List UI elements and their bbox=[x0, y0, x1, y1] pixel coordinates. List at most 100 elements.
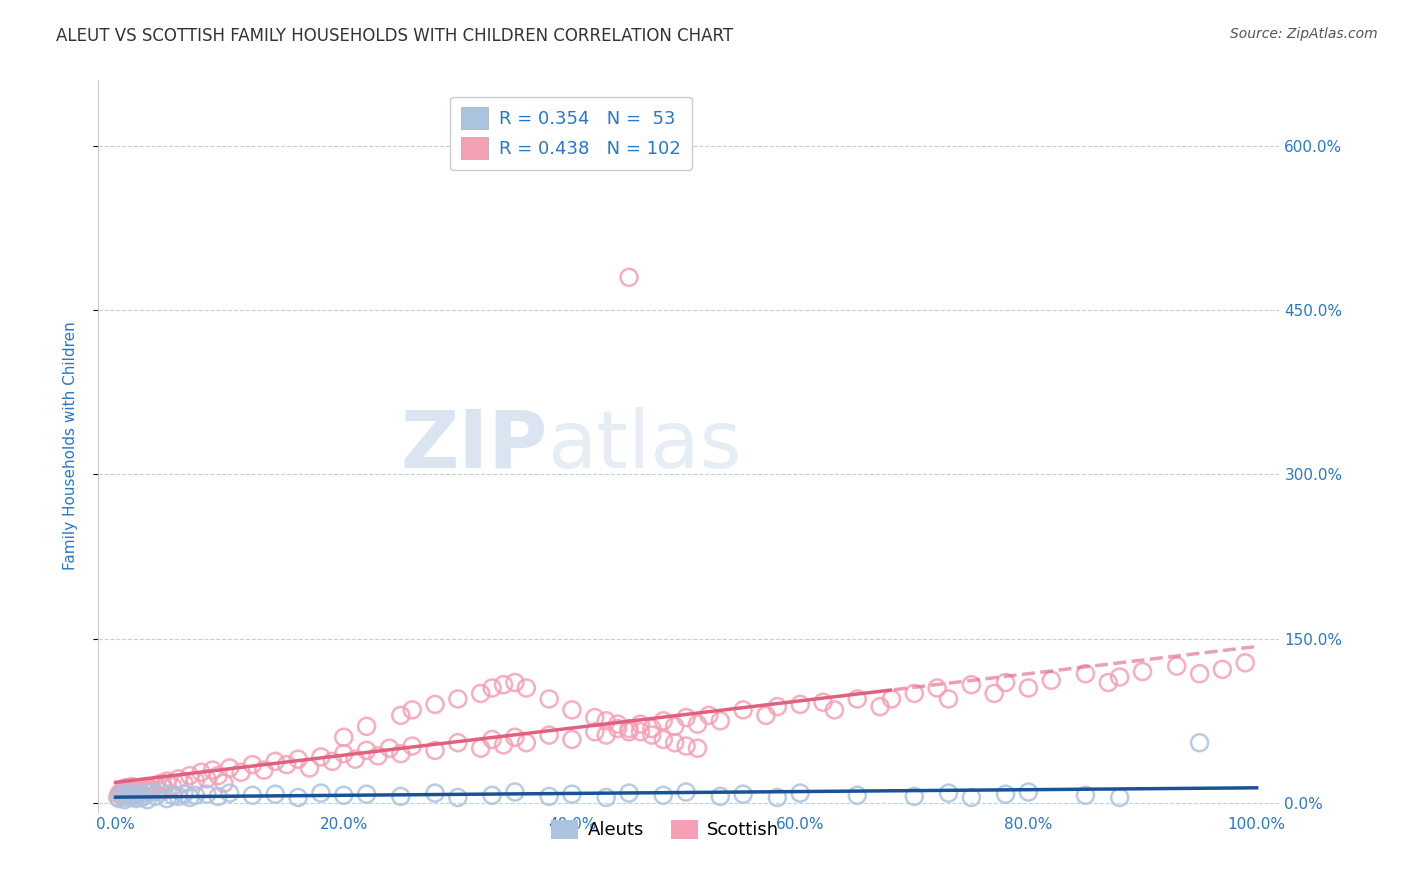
Point bbox=[150, 776, 173, 790]
Point bbox=[766, 699, 789, 714]
Point bbox=[107, 790, 129, 805]
Point bbox=[184, 774, 207, 789]
Point bbox=[276, 757, 298, 772]
Point bbox=[686, 741, 709, 756]
Point bbox=[1040, 673, 1063, 688]
Point bbox=[617, 270, 640, 285]
Point bbox=[583, 724, 606, 739]
Point bbox=[162, 789, 184, 803]
Point bbox=[1211, 662, 1233, 676]
Point bbox=[903, 686, 925, 700]
Point bbox=[447, 736, 470, 750]
Point bbox=[595, 790, 617, 805]
Text: ZIP: ZIP bbox=[399, 407, 547, 485]
Point bbox=[253, 763, 276, 777]
Point bbox=[218, 761, 240, 775]
Point bbox=[1097, 675, 1119, 690]
Point bbox=[1074, 789, 1097, 803]
Point bbox=[167, 789, 190, 804]
Point bbox=[561, 703, 583, 717]
Point bbox=[503, 675, 526, 690]
Point bbox=[145, 779, 167, 793]
Point bbox=[641, 722, 664, 736]
Point bbox=[122, 787, 145, 801]
Text: atlas: atlas bbox=[547, 407, 741, 485]
Point bbox=[617, 722, 640, 736]
Point bbox=[190, 765, 212, 780]
Point bbox=[115, 785, 138, 799]
Point bbox=[156, 774, 179, 789]
Point bbox=[960, 790, 983, 805]
Point bbox=[367, 748, 389, 763]
Text: Source: ZipAtlas.com: Source: ZipAtlas.com bbox=[1230, 27, 1378, 41]
Point bbox=[880, 692, 903, 706]
Point bbox=[298, 761, 321, 775]
Point bbox=[664, 736, 686, 750]
Point bbox=[733, 787, 755, 801]
Point bbox=[118, 790, 141, 805]
Text: ALEUT VS SCOTTISH FAMILY HOUSEHOLDS WITH CHILDREN CORRELATION CHART: ALEUT VS SCOTTISH FAMILY HOUSEHOLDS WITH… bbox=[56, 27, 734, 45]
Point bbox=[789, 698, 811, 712]
Point bbox=[470, 741, 492, 756]
Point bbox=[173, 787, 195, 801]
Point bbox=[242, 757, 264, 772]
Point bbox=[389, 708, 412, 723]
Point bbox=[630, 724, 652, 739]
Point bbox=[378, 741, 401, 756]
Point bbox=[938, 786, 960, 800]
Point bbox=[697, 708, 720, 723]
Point bbox=[389, 789, 412, 804]
Point bbox=[344, 752, 367, 766]
Point bbox=[332, 789, 354, 803]
Point bbox=[1132, 665, 1154, 679]
Point bbox=[423, 743, 446, 757]
Point bbox=[675, 785, 697, 799]
Point bbox=[423, 786, 446, 800]
Point bbox=[1108, 790, 1130, 805]
Point bbox=[561, 732, 583, 747]
Point bbox=[145, 789, 167, 804]
Point bbox=[846, 692, 869, 706]
Point bbox=[538, 692, 561, 706]
Point bbox=[401, 703, 423, 717]
Point bbox=[492, 678, 515, 692]
Point bbox=[148, 782, 170, 797]
Point bbox=[264, 755, 287, 769]
Point bbox=[356, 719, 378, 733]
Point bbox=[131, 790, 153, 805]
Point bbox=[152, 780, 174, 795]
Point bbox=[195, 772, 218, 786]
Point bbox=[1108, 670, 1130, 684]
Point bbox=[994, 787, 1017, 801]
Point bbox=[595, 728, 617, 742]
Point bbox=[242, 789, 264, 803]
Point bbox=[664, 719, 686, 733]
Point bbox=[709, 714, 731, 728]
Point bbox=[583, 710, 606, 724]
Point bbox=[135, 785, 157, 799]
Point bbox=[195, 787, 218, 801]
Point bbox=[960, 678, 983, 692]
Point bbox=[481, 789, 503, 803]
Point bbox=[1188, 736, 1211, 750]
Point bbox=[125, 781, 148, 796]
Point bbox=[114, 787, 136, 801]
Point bbox=[150, 785, 173, 799]
Point bbox=[1166, 659, 1188, 673]
Point bbox=[1074, 666, 1097, 681]
Point bbox=[1017, 785, 1039, 799]
Point bbox=[114, 792, 136, 806]
Point bbox=[606, 722, 628, 736]
Point bbox=[139, 786, 162, 800]
Point bbox=[789, 786, 811, 800]
Point bbox=[184, 789, 207, 803]
Point bbox=[162, 780, 184, 794]
Point bbox=[141, 784, 163, 798]
Point bbox=[994, 675, 1017, 690]
Point bbox=[112, 782, 135, 797]
Point bbox=[652, 732, 675, 747]
Point bbox=[309, 750, 332, 764]
Point bbox=[538, 789, 561, 804]
Point bbox=[207, 768, 229, 782]
Point bbox=[156, 791, 179, 805]
